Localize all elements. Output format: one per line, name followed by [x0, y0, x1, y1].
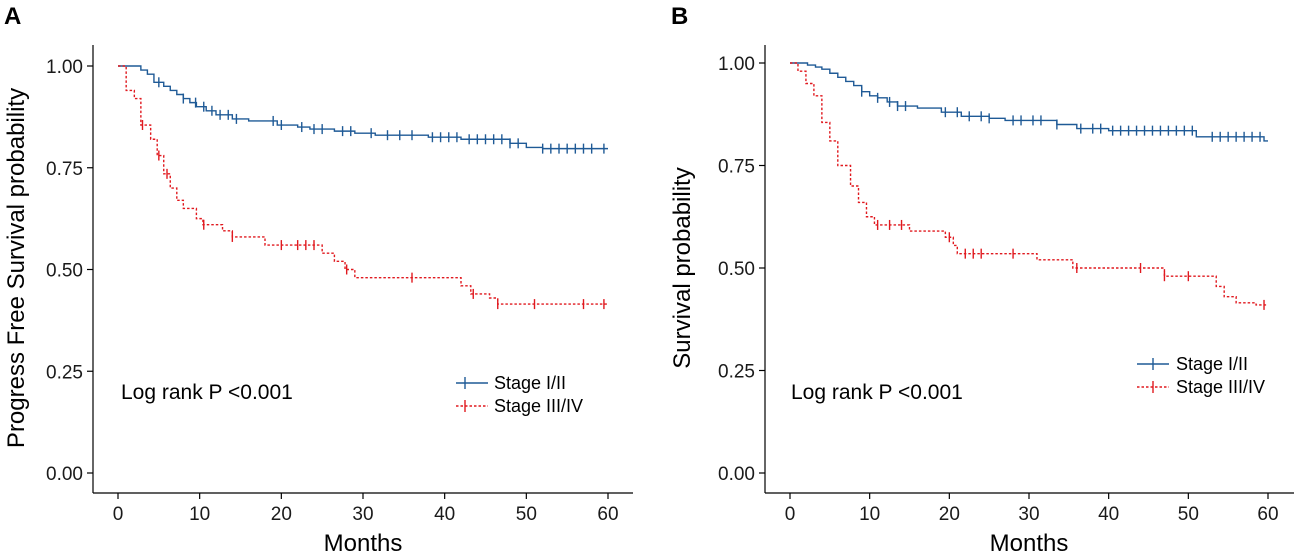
x-tick-label: 10 — [189, 504, 210, 525]
y-tick-label: 0.75 — [46, 159, 83, 180]
y-tick-label: 0.50 — [46, 261, 83, 282]
legend: Stage I/II Stage III/IV — [1137, 354, 1265, 397]
y-tick-label: 0.00 — [46, 464, 83, 485]
x-axis-title: Months — [324, 530, 403, 556]
x-tick-label: 30 — [352, 504, 373, 525]
x-tick-label: 20 — [271, 504, 292, 525]
legend-label-stage-late: Stage III/IV — [494, 396, 583, 416]
curve-layer — [790, 62, 1268, 310]
y-tick-label: 1.00 — [46, 57, 83, 78]
tick-layer: 0 10 20 30 40 50 60 0.00 0.25 0.50 0.75 1.00 — [46, 57, 619, 525]
series-line-stage-late — [118, 65, 608, 305]
legend-label-stage-early: Stage I/II — [494, 373, 566, 393]
legend-label-stage-late: Stage III/IV — [1176, 377, 1265, 397]
log-rank-annotation: Log rank P <0.001 — [791, 381, 963, 404]
x-tick-label: 50 — [516, 504, 537, 525]
series-line-stage-early — [790, 62, 1268, 142]
x-axis-title: Months — [990, 530, 1069, 556]
x-tick-label: 60 — [597, 504, 618, 525]
y-axis-title: Progress Free Survival probability — [3, 88, 30, 448]
panel-letter: B — [671, 3, 688, 30]
x-tick-label: 60 — [1257, 504, 1278, 525]
series-line-stage-early — [118, 65, 608, 150]
y-tick-label: 0.25 — [718, 362, 755, 383]
x-tick-label: 0 — [113, 504, 124, 525]
y-tick-label: 0.25 — [46, 362, 83, 383]
y-tick-label: 0.00 — [718, 464, 755, 485]
x-tick-label: 50 — [1178, 504, 1199, 525]
x-tick-label: 30 — [1018, 504, 1039, 525]
log-rank-annotation: Log rank P <0.001 — [121, 381, 293, 404]
x-tick-label: 40 — [434, 504, 455, 525]
x-tick-label: 10 — [859, 504, 880, 525]
x-tick-label: 20 — [939, 504, 960, 525]
series-line-stage-late — [790, 62, 1268, 306]
tick-layer: 0 10 20 30 40 50 60 0.00 0.25 0.50 0.75 1.00 — [718, 54, 1279, 525]
panel-letter: A — [4, 3, 21, 30]
y-tick-label: 1.00 — [718, 54, 755, 75]
legend-label-stage-early: Stage I/II — [1176, 354, 1248, 374]
x-tick-label: 40 — [1098, 504, 1119, 525]
x-tick-label: 0 — [785, 504, 796, 525]
y-tick-label: 0.50 — [718, 259, 755, 280]
panel-b: B 0 10 20 30 40 50 60 0.00 0.25 0.50 0.75 1.00 Mont… — [669, 3, 1294, 556]
legend: Stage I/II Stage III/IV — [456, 373, 583, 416]
y-axis-title: Survival probability — [669, 167, 696, 368]
curve-layer — [118, 65, 608, 310]
panel-a: A 0 10 20 30 40 50 60 0.00 0.25 0.50 0.75 1.00 Mont… — [3, 3, 633, 556]
y-tick-label: 0.75 — [718, 157, 755, 178]
